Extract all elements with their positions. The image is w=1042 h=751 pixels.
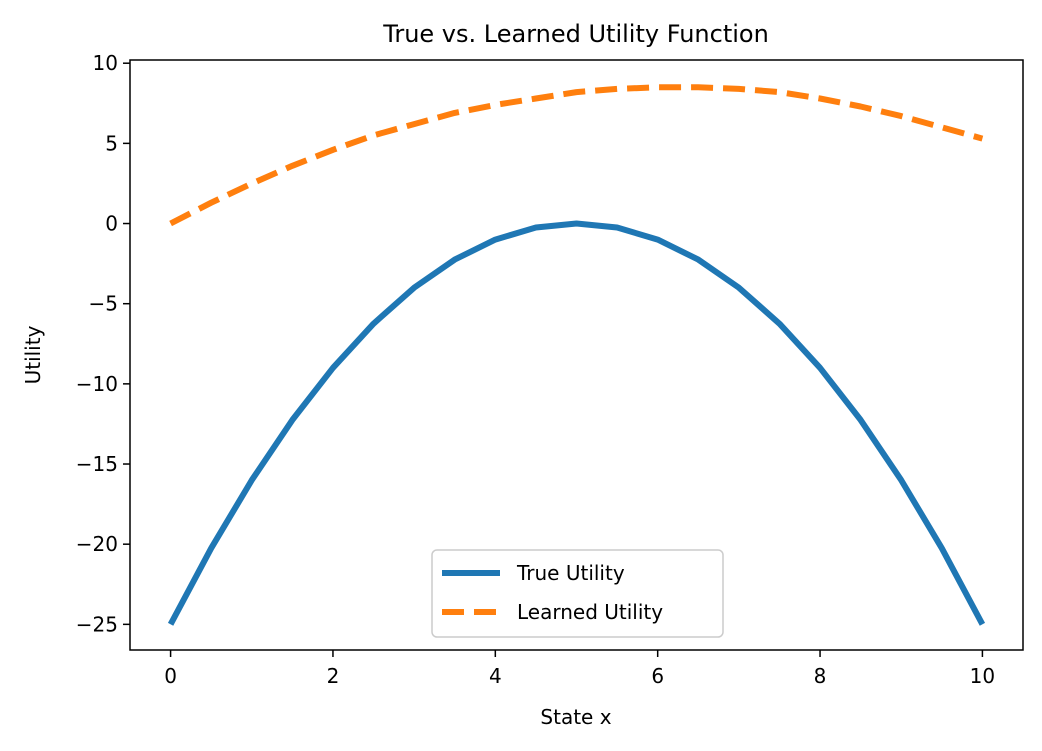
y-tick-label: −20 [76,532,118,556]
series-line-true-utility [167,220,986,626]
legend-label: True Utility [516,561,625,585]
series-line-learned-utility [169,84,984,227]
chart-title: True vs. Learned Utility Function [382,20,769,48]
x-tick-label: 0 [164,664,177,688]
series-layer [167,84,986,626]
y-tick-label: −10 [76,372,118,396]
x-tick-label: 4 [489,664,502,688]
y-axis-label: Utility [21,325,45,384]
y-tick-label: −15 [76,452,118,476]
legend: True Utility Learned Utility [431,549,724,638]
legend-label: Learned Utility [517,600,663,624]
x-axis: 0 2 4 6 8 10 [164,650,995,688]
x-tick-label: 6 [651,664,664,688]
x-axis-label: State x [540,705,611,729]
x-tick-label: 10 [970,664,995,688]
x-tick-label: 2 [327,664,340,688]
y-tick-label: −5 [89,292,118,316]
plot-frame [129,59,1024,651]
x-tick-label: 8 [814,664,827,688]
y-tick-label: 5 [105,131,118,155]
y-tick-label: 0 [105,212,118,236]
y-tick-label: 10 [93,51,118,75]
y-tick-label: −25 [76,612,118,636]
y-axis: 10 5 0 −5 −10 −15 −20 −25 [76,51,130,636]
legend-box [431,549,724,638]
